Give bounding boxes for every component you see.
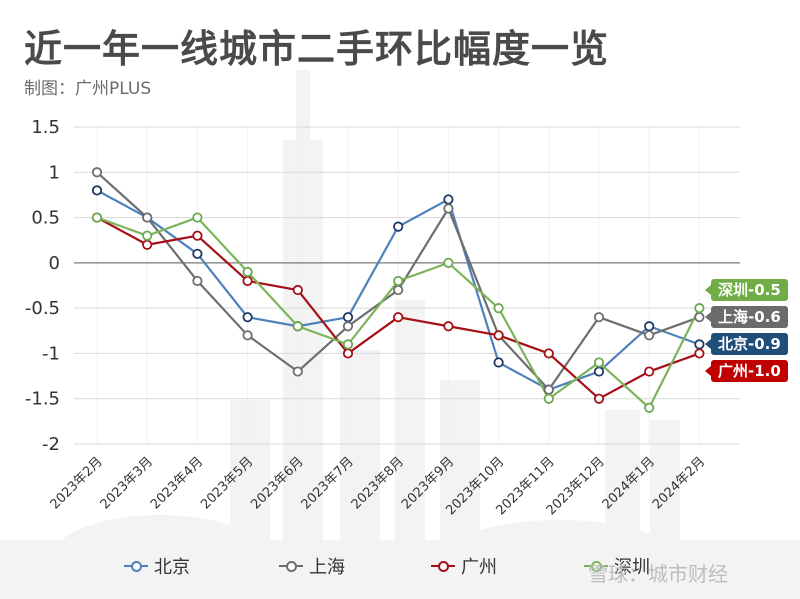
data-point-marker[interactable] xyxy=(694,339,705,350)
data-point-marker[interactable] xyxy=(242,330,253,341)
data-point-marker[interactable] xyxy=(593,366,605,377)
legend-label: 北京 xyxy=(154,557,190,578)
data-point-marker[interactable] xyxy=(694,303,705,314)
data-point-marker[interactable] xyxy=(142,212,153,223)
y-tick-label: 1 xyxy=(49,162,60,183)
y-tick-label: 0 xyxy=(49,253,60,274)
data-point-marker[interactable] xyxy=(393,284,404,296)
data-point-marker[interactable] xyxy=(593,312,605,323)
data-point-marker[interactable] xyxy=(493,357,504,368)
y-tick-label: -2 xyxy=(42,434,60,455)
legend-marker-icon xyxy=(584,559,608,573)
end-label-shanghai: 上海-0.6 xyxy=(705,306,788,328)
data-point-marker[interactable] xyxy=(393,221,404,232)
x-tick-label: 2023年6月 xyxy=(248,454,306,512)
legend-label: 深圳 xyxy=(614,557,650,578)
legend-item-shanghai[interactable]: 上海 xyxy=(279,553,345,579)
x-tick-label: 2024年2月 xyxy=(650,454,708,512)
y-tick-label: -1.5 xyxy=(25,389,60,410)
y-tick-label: -0.5 xyxy=(25,298,60,319)
data-point-marker[interactable] xyxy=(644,330,655,341)
data-point-marker[interactable] xyxy=(543,384,554,395)
data-point-marker[interactable] xyxy=(644,402,655,413)
end-label-shenzhen: 深圳-0.5 xyxy=(705,279,788,301)
chart-legend: 北京 上海 广州 深圳 xyxy=(0,553,800,587)
data-point-marker[interactable] xyxy=(593,393,605,404)
data-point-marker[interactable] xyxy=(192,230,203,241)
data-point-marker[interactable] xyxy=(91,185,103,196)
data-point-marker[interactable] xyxy=(493,303,504,314)
legend-label: 广州 xyxy=(461,557,497,578)
data-point-marker[interactable] xyxy=(192,248,203,259)
data-point-marker[interactable] xyxy=(91,212,103,223)
data-point-marker[interactable] xyxy=(694,312,705,323)
data-point-marker[interactable] xyxy=(543,348,554,359)
end-label-guangzhou: 广州-1.0 xyxy=(705,360,788,382)
legend-label: 上海 xyxy=(309,557,345,578)
y-tick-label: 0.5 xyxy=(31,208,60,229)
data-point-marker[interactable] xyxy=(644,366,655,377)
data-point-marker[interactable] xyxy=(342,348,354,359)
data-point-marker[interactable] xyxy=(192,212,203,223)
y-tick-label: -1 xyxy=(42,343,60,364)
y-tick-label: 1.5 xyxy=(31,117,60,138)
data-point-marker[interactable] xyxy=(393,312,404,323)
end-label-beijing: 北京-0.9 xyxy=(705,333,788,355)
watermark: 雪球：城市财经 xyxy=(588,562,728,586)
data-point-marker[interactable] xyxy=(292,321,303,332)
data-point-marker[interactable] xyxy=(142,230,153,241)
data-point-marker[interactable] xyxy=(142,239,153,250)
data-point-marker[interactable] xyxy=(644,321,655,332)
x-tick-label: 2023年7月 xyxy=(299,454,357,512)
data-point-marker[interactable] xyxy=(694,348,705,359)
data-point-marker[interactable] xyxy=(593,357,605,368)
data-point-marker[interactable] xyxy=(493,330,504,341)
data-point-marker[interactable] xyxy=(443,203,454,214)
legend-item-shenzhen[interactable]: 深圳 xyxy=(584,553,650,579)
chart-credit: 制图：广州PLUS xyxy=(24,79,152,99)
data-point-marker[interactable] xyxy=(443,321,454,332)
data-point-marker[interactable] xyxy=(192,275,203,287)
legend-marker-icon xyxy=(124,559,148,573)
data-point-marker[interactable] xyxy=(242,275,253,287)
data-point-marker[interactable] xyxy=(242,312,253,323)
legend-marker-icon xyxy=(431,559,455,573)
data-point-marker[interactable] xyxy=(242,266,253,278)
x-tick-label: 2023年3月 xyxy=(98,454,156,512)
legend-item-guangzhou[interactable]: 广州 xyxy=(431,553,497,579)
x-tick-label: 2023年5月 xyxy=(198,454,256,512)
data-point-marker[interactable] xyxy=(91,167,103,178)
data-point-marker[interactable] xyxy=(543,393,554,404)
data-point-marker[interactable] xyxy=(342,321,354,332)
data-point-marker[interactable] xyxy=(292,366,303,377)
data-point-marker[interactable] xyxy=(393,275,404,287)
data-point-marker[interactable] xyxy=(342,339,354,350)
x-tick-label: 2023年8月 xyxy=(349,454,407,512)
legend-marker-icon xyxy=(279,559,303,573)
x-tick-label: 2024年1月 xyxy=(600,454,658,512)
data-point-marker[interactable] xyxy=(342,312,354,323)
legend-item-beijing[interactable]: 北京 xyxy=(124,553,190,579)
page-title: 近一年一线城市二手环比幅度一览 xyxy=(24,26,610,71)
data-point-marker[interactable] xyxy=(443,194,454,205)
data-point-marker[interactable] xyxy=(443,257,454,268)
x-tick-label: 2023年4月 xyxy=(148,454,206,512)
x-tick-label: 2023年2月 xyxy=(48,454,106,512)
data-point-marker[interactable] xyxy=(292,284,303,296)
